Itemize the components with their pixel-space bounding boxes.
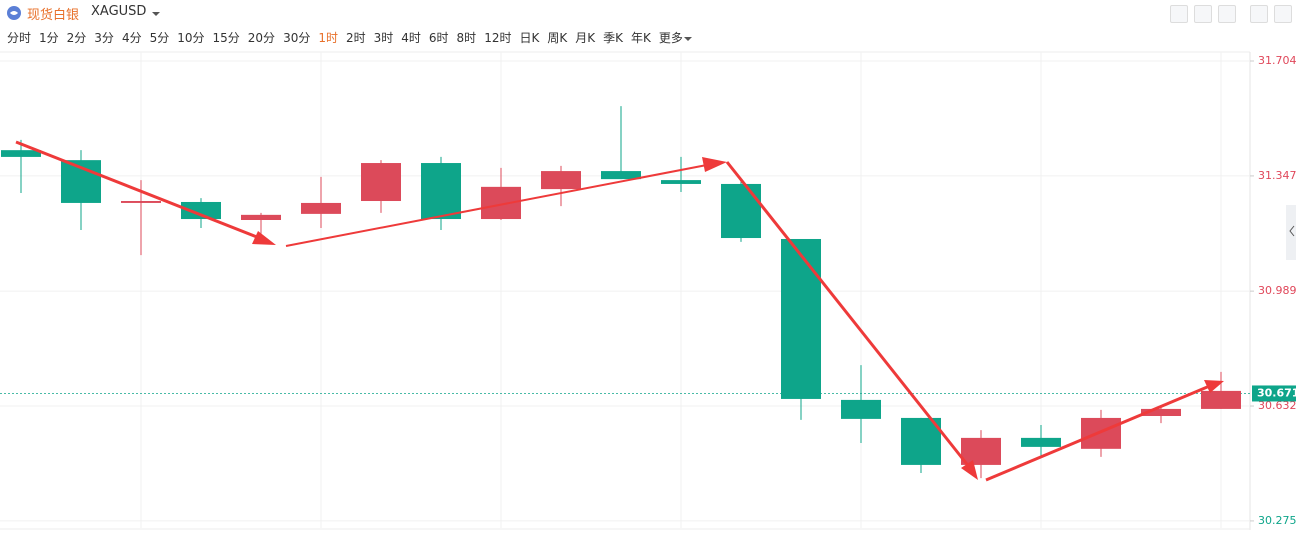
candle-body xyxy=(241,214,281,220)
candle-body xyxy=(121,201,161,203)
candle-body xyxy=(901,417,941,465)
timeframe[interactable]: 年K xyxy=(630,31,651,45)
y-tick-label: 31.347 xyxy=(1258,169,1296,182)
timeframe[interactable]: 3分 xyxy=(94,31,114,45)
symbol[interactable]: XAGUSD xyxy=(91,4,147,19)
candle-body xyxy=(781,238,821,399)
dropdown-arrow[interactable] xyxy=(151,9,161,19)
candle-body xyxy=(661,180,701,184)
candle-body xyxy=(421,163,461,220)
timeframe[interactable]: 周K xyxy=(547,31,568,45)
candle-body xyxy=(1201,390,1241,409)
close[interactable] xyxy=(1274,5,1292,23)
current-price-tag xyxy=(1252,385,1296,402)
candle-body xyxy=(841,399,881,419)
y-tick-label: 30.275 xyxy=(1258,514,1296,527)
timeframe[interactable]: 4分 xyxy=(121,31,142,45)
candle-body xyxy=(1141,408,1181,416)
y-tick-label: 31.704 xyxy=(1258,54,1296,67)
annotation-arrows xyxy=(15,140,1224,482)
y-tick-label: 30.989 xyxy=(1258,284,1296,297)
more-arrow[interactable] xyxy=(683,35,692,43)
timeframe[interactable]: 10分 xyxy=(177,31,205,45)
chart-type[interactable] xyxy=(1218,5,1236,23)
title: 现货白银 xyxy=(27,8,80,23)
timeframe[interactable]: 1分 xyxy=(39,31,59,45)
candle-body xyxy=(1,150,41,157)
edit-tool[interactable] xyxy=(1194,5,1212,23)
timeframe[interactable]: 15分 xyxy=(212,31,240,45)
candle-body xyxy=(721,183,761,239)
candle-body xyxy=(361,163,401,202)
timeframe-bar: 分时 1分 2分 3分 4分 5分 10分 15分 20分 30分 1时 2时 3时 4时 6时 8时 12时日… xyxy=(0,26,1296,48)
timeframe[interactable]: 3时 xyxy=(373,31,394,45)
draw-tool[interactable] xyxy=(1170,5,1188,23)
y-tick-label: 30.632 xyxy=(1258,399,1296,412)
symbol-icon xyxy=(7,6,21,20)
side-toggle-arrow xyxy=(1289,225,1295,237)
timeframe[interactable]: 月K xyxy=(575,31,596,45)
title-bar: 现货白银 XAGUSD xyxy=(0,0,1296,26)
candle-body xyxy=(481,186,521,220)
timeframe[interactable]: 更多 xyxy=(658,31,683,45)
timeframe[interactable]: 分时 xyxy=(7,31,32,45)
timeframe[interactable]: 30分 xyxy=(283,31,311,45)
timeframe[interactable]: 12时 xyxy=(484,31,512,45)
candle-body xyxy=(1021,437,1061,447)
candles xyxy=(1,106,1241,479)
candle-body xyxy=(961,437,1001,465)
timeframe[interactable]: 20分 xyxy=(247,31,276,45)
candle-body xyxy=(301,202,341,214)
timeframe[interactable]: 8时 xyxy=(456,31,477,45)
timeframe[interactable]: 5分 xyxy=(149,31,170,45)
timeframe[interactable]: 季K xyxy=(603,31,623,45)
timeframe[interactable]: 1时 xyxy=(318,31,338,45)
candle-body xyxy=(181,201,221,220)
timeframe[interactable]: 4时 xyxy=(401,31,421,45)
expand[interactable] xyxy=(1250,5,1268,23)
timeframe[interactable]: 日K xyxy=(519,31,540,45)
current-price-label: 30.671 xyxy=(1257,386,1296,399)
timeframe[interactable]: 6时 xyxy=(428,31,449,45)
candle-body xyxy=(601,171,641,180)
timeframe[interactable]: 2分 xyxy=(66,31,87,45)
timeframe[interactable]: 2时 xyxy=(345,31,366,45)
candle-body xyxy=(1081,417,1121,449)
candle-body xyxy=(541,171,581,190)
